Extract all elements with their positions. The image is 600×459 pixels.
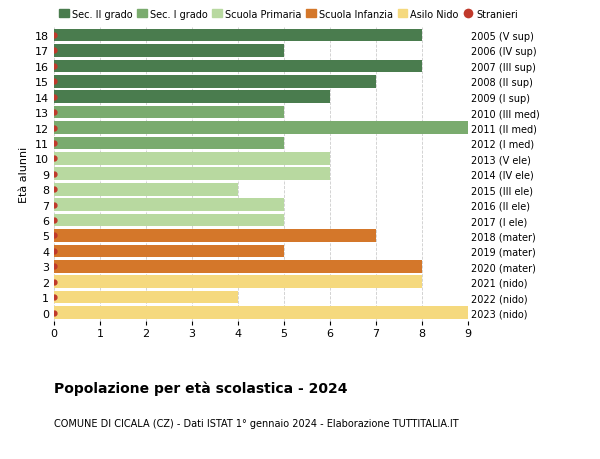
Bar bbox=[54, 199, 284, 212]
Bar bbox=[54, 168, 330, 181]
Bar bbox=[54, 45, 284, 58]
Bar bbox=[54, 91, 330, 104]
Bar bbox=[54, 214, 284, 227]
Text: COMUNE DI CICALA (CZ) - Dati ISTAT 1° gennaio 2024 - Elaborazione TUTTITALIA.IT: COMUNE DI CICALA (CZ) - Dati ISTAT 1° ge… bbox=[54, 418, 458, 428]
Bar bbox=[54, 276, 422, 288]
Bar bbox=[54, 245, 284, 257]
Y-axis label: Età alunni: Età alunni bbox=[19, 146, 29, 202]
Bar bbox=[54, 307, 468, 319]
Bar bbox=[54, 184, 238, 196]
Bar bbox=[54, 61, 422, 73]
Bar bbox=[54, 153, 330, 165]
Legend: Sec. II grado, Sec. I grado, Scuola Primaria, Scuola Infanzia, Asilo Nido, Stran: Sec. II grado, Sec. I grado, Scuola Prim… bbox=[59, 10, 518, 20]
Bar bbox=[54, 122, 468, 134]
Bar bbox=[54, 106, 284, 119]
Bar bbox=[54, 137, 284, 150]
Bar bbox=[54, 30, 422, 42]
Text: Popolazione per età scolastica - 2024: Popolazione per età scolastica - 2024 bbox=[54, 381, 347, 396]
Bar bbox=[54, 291, 238, 304]
Bar bbox=[54, 76, 376, 89]
Bar bbox=[54, 260, 422, 273]
Bar bbox=[54, 230, 376, 242]
